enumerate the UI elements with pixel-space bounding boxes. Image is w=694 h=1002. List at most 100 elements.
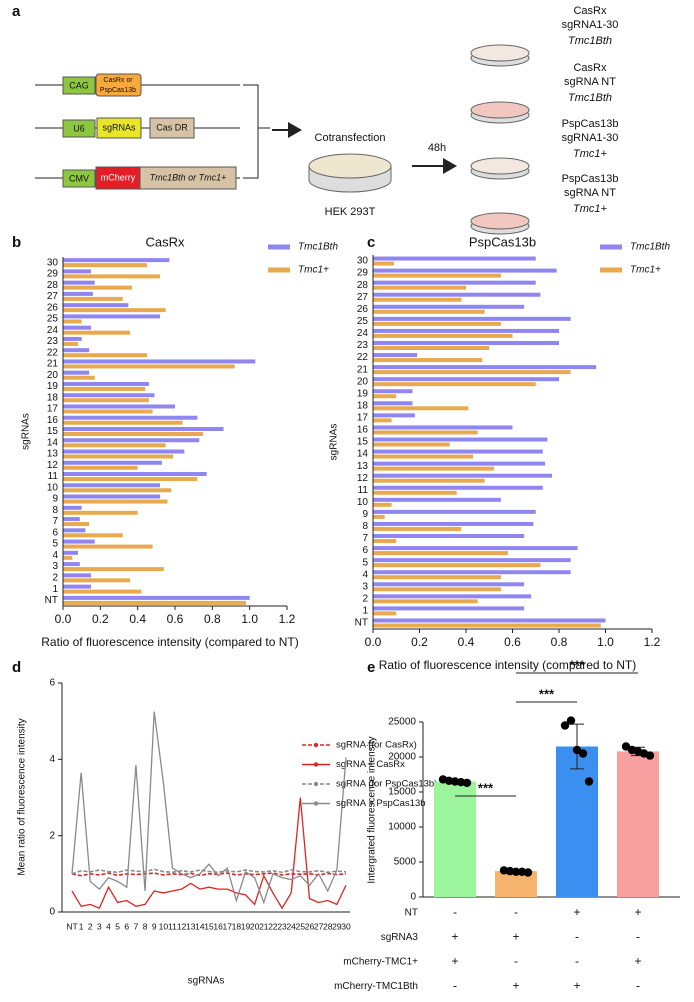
bar bbox=[373, 521, 534, 526]
x-tick-label: 21 bbox=[259, 921, 269, 931]
y-tick-label: 0 bbox=[410, 892, 416, 903]
bar bbox=[373, 461, 546, 466]
y-tick-label: 3 bbox=[52, 561, 58, 572]
legend-marker bbox=[313, 742, 319, 748]
bar bbox=[373, 394, 397, 399]
x-tick-label: 22 bbox=[268, 921, 278, 931]
bar bbox=[373, 382, 536, 387]
dish bbox=[308, 153, 392, 179]
dish-label: sgRNA NT bbox=[564, 187, 616, 199]
y-tick-label: 22 bbox=[357, 352, 369, 363]
y-axis-title: Intergrated fluorescence intensity bbox=[367, 736, 378, 883]
promoter: U6 bbox=[73, 123, 85, 133]
bar bbox=[373, 546, 578, 551]
bar bbox=[63, 443, 166, 448]
y-tick-label: 12 bbox=[357, 473, 369, 484]
dish-label: PspCas13b bbox=[562, 173, 619, 185]
y-tick-label: 3 bbox=[362, 581, 368, 592]
bar bbox=[373, 377, 559, 382]
bar bbox=[373, 466, 494, 471]
x-tick-label: 6 bbox=[124, 921, 129, 931]
bar bbox=[63, 522, 90, 527]
bar bbox=[63, 319, 82, 324]
dish-label: CasRx bbox=[573, 5, 607, 17]
data-point bbox=[645, 751, 655, 760]
data-point bbox=[560, 721, 570, 730]
x-axis-title: sgRNAs bbox=[188, 976, 225, 987]
data-point bbox=[523, 868, 533, 877]
bar bbox=[373, 389, 413, 394]
bar bbox=[63, 386, 146, 391]
bar bbox=[373, 599, 478, 604]
y-tick-label: 13 bbox=[357, 461, 369, 472]
legend-label: Tmc1+ bbox=[630, 265, 661, 276]
y-tick-label: 1 bbox=[52, 584, 58, 595]
legend-label: sgRNA + CasRx bbox=[336, 759, 405, 770]
bar bbox=[63, 562, 80, 567]
y-tick-label: 11 bbox=[358, 485, 369, 496]
y-tick-label: 25 bbox=[47, 314, 59, 325]
x-tick-label: 15 bbox=[204, 921, 214, 931]
bar bbox=[63, 517, 80, 522]
condition-label: mCherry-TMC1Bth bbox=[334, 981, 418, 992]
bar bbox=[373, 575, 501, 580]
line bbox=[71, 711, 347, 905]
bar bbox=[373, 292, 541, 297]
condition-mark: + bbox=[512, 930, 519, 944]
bar bbox=[63, 296, 123, 301]
bar bbox=[63, 359, 256, 364]
data-point bbox=[566, 716, 576, 725]
significance-label: *** bbox=[539, 686, 555, 701]
x-tick-label: 9 bbox=[152, 921, 157, 931]
cell-line: HEK 293T bbox=[325, 206, 376, 218]
bar bbox=[373, 406, 469, 411]
y-tick-label: 17 bbox=[357, 413, 369, 424]
panel-label: c bbox=[367, 234, 375, 251]
x-tick-label: 27 bbox=[314, 921, 324, 931]
y-tick-label: 14 bbox=[47, 437, 59, 448]
y-tick-label: 18 bbox=[47, 392, 59, 403]
bar bbox=[63, 258, 170, 263]
x-tick-label: 23 bbox=[277, 921, 287, 931]
dish-label: CasRx bbox=[573, 62, 607, 74]
legend-label: sgRNA (for PspCas13b) bbox=[336, 779, 437, 790]
bar bbox=[63, 393, 155, 398]
y-tick-label: 11 bbox=[48, 471, 59, 482]
bar bbox=[63, 449, 185, 454]
bar bbox=[373, 539, 397, 544]
y-tick-label: 25 bbox=[357, 316, 369, 327]
condition-mark: + bbox=[634, 954, 641, 968]
bar bbox=[63, 280, 95, 285]
y-tick-label: 20 bbox=[47, 370, 59, 381]
bar bbox=[63, 398, 149, 403]
x-tick-label: 0.2 bbox=[411, 635, 428, 649]
bar bbox=[373, 485, 543, 490]
bar bbox=[63, 528, 86, 533]
bar bbox=[373, 358, 483, 363]
y-tick-label: 10000 bbox=[388, 822, 416, 833]
bar bbox=[63, 348, 90, 353]
legend-marker bbox=[313, 801, 319, 806]
x-tick-label: 29 bbox=[332, 921, 342, 931]
bar bbox=[373, 594, 532, 599]
bar bbox=[63, 274, 161, 279]
y-axis-title: sgRNAs bbox=[329, 424, 340, 461]
x-tick-label: 0.0 bbox=[365, 635, 382, 649]
tail: Cas DR bbox=[156, 122, 188, 132]
bar bbox=[373, 618, 606, 623]
bar bbox=[63, 499, 168, 504]
bar bbox=[63, 420, 183, 425]
bar bbox=[373, 261, 394, 266]
bar bbox=[63, 291, 93, 296]
condition-mark: + bbox=[634, 905, 641, 919]
x-tick-label: 25 bbox=[296, 921, 306, 931]
bar bbox=[373, 449, 543, 454]
y-tick-label: 7 bbox=[362, 533, 368, 544]
insert: mCherry bbox=[101, 172, 136, 182]
legend-marker bbox=[313, 762, 319, 767]
bar bbox=[373, 430, 478, 435]
panel-label: a bbox=[12, 3, 21, 20]
bar bbox=[373, 623, 601, 628]
panel-label: b bbox=[12, 234, 21, 251]
